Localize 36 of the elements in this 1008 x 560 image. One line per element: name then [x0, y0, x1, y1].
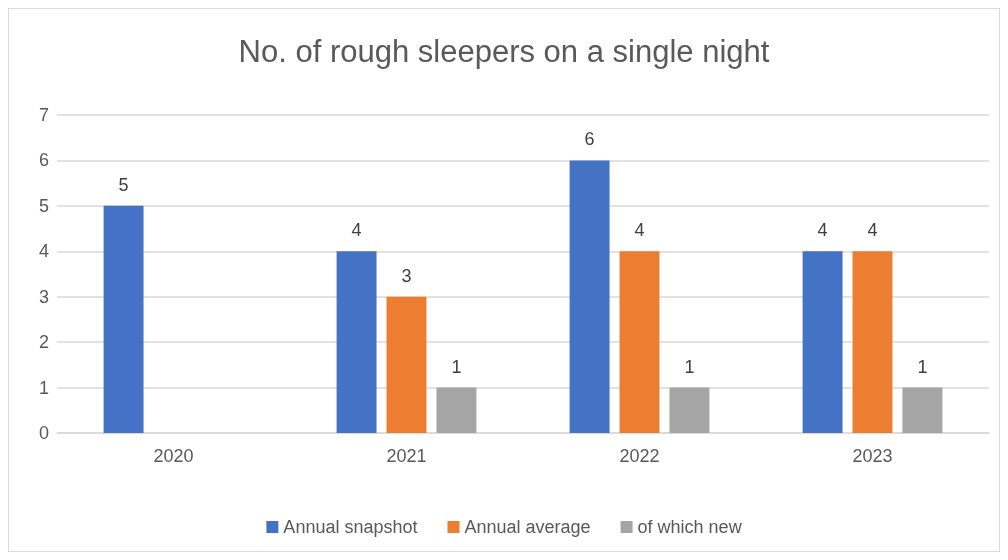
data-label: 4 — [867, 220, 878, 241]
data-label: 3 — [401, 265, 412, 286]
bar — [336, 251, 377, 433]
legend-label: of which new — [637, 517, 743, 537]
data-label: 1 — [917, 356, 928, 377]
x-tick-label: 2022 — [619, 446, 660, 466]
bar — [569, 160, 610, 433]
data-label: 4 — [817, 220, 828, 241]
bar — [386, 296, 427, 433]
data-label: 5 — [118, 174, 129, 195]
y-tick-label: 7 — [38, 105, 49, 125]
bar — [852, 251, 893, 433]
bar — [436, 387, 477, 433]
bar — [669, 387, 710, 433]
data-label: 4 — [634, 220, 645, 241]
y-tick-label: 4 — [38, 241, 49, 262]
data-label: 1 — [684, 356, 695, 377]
data-label: 6 — [584, 129, 595, 150]
bar — [902, 387, 943, 433]
y-tick-label: 3 — [38, 286, 49, 307]
x-tick-label: 2023 — [852, 446, 893, 466]
chart-title: No. of rough sleepers on a single night — [238, 34, 770, 69]
y-tick-label: 1 — [38, 377, 49, 398]
bar — [619, 251, 660, 433]
legend-label: Annual average — [464, 517, 591, 537]
data-label: 1 — [451, 356, 462, 377]
y-tick-label: 6 — [38, 150, 49, 171]
x-tick-label: 2020 — [153, 446, 194, 466]
bar — [103, 205, 144, 433]
bar — [802, 251, 843, 433]
legend-label: Annual snapshot — [283, 517, 418, 537]
y-tick-label: 2 — [38, 332, 49, 353]
y-tick-label: 0 — [38, 423, 49, 443]
x-tick-label: 2021 — [386, 446, 427, 466]
data-label: 4 — [351, 220, 362, 241]
y-tick-label: 5 — [38, 195, 49, 216]
